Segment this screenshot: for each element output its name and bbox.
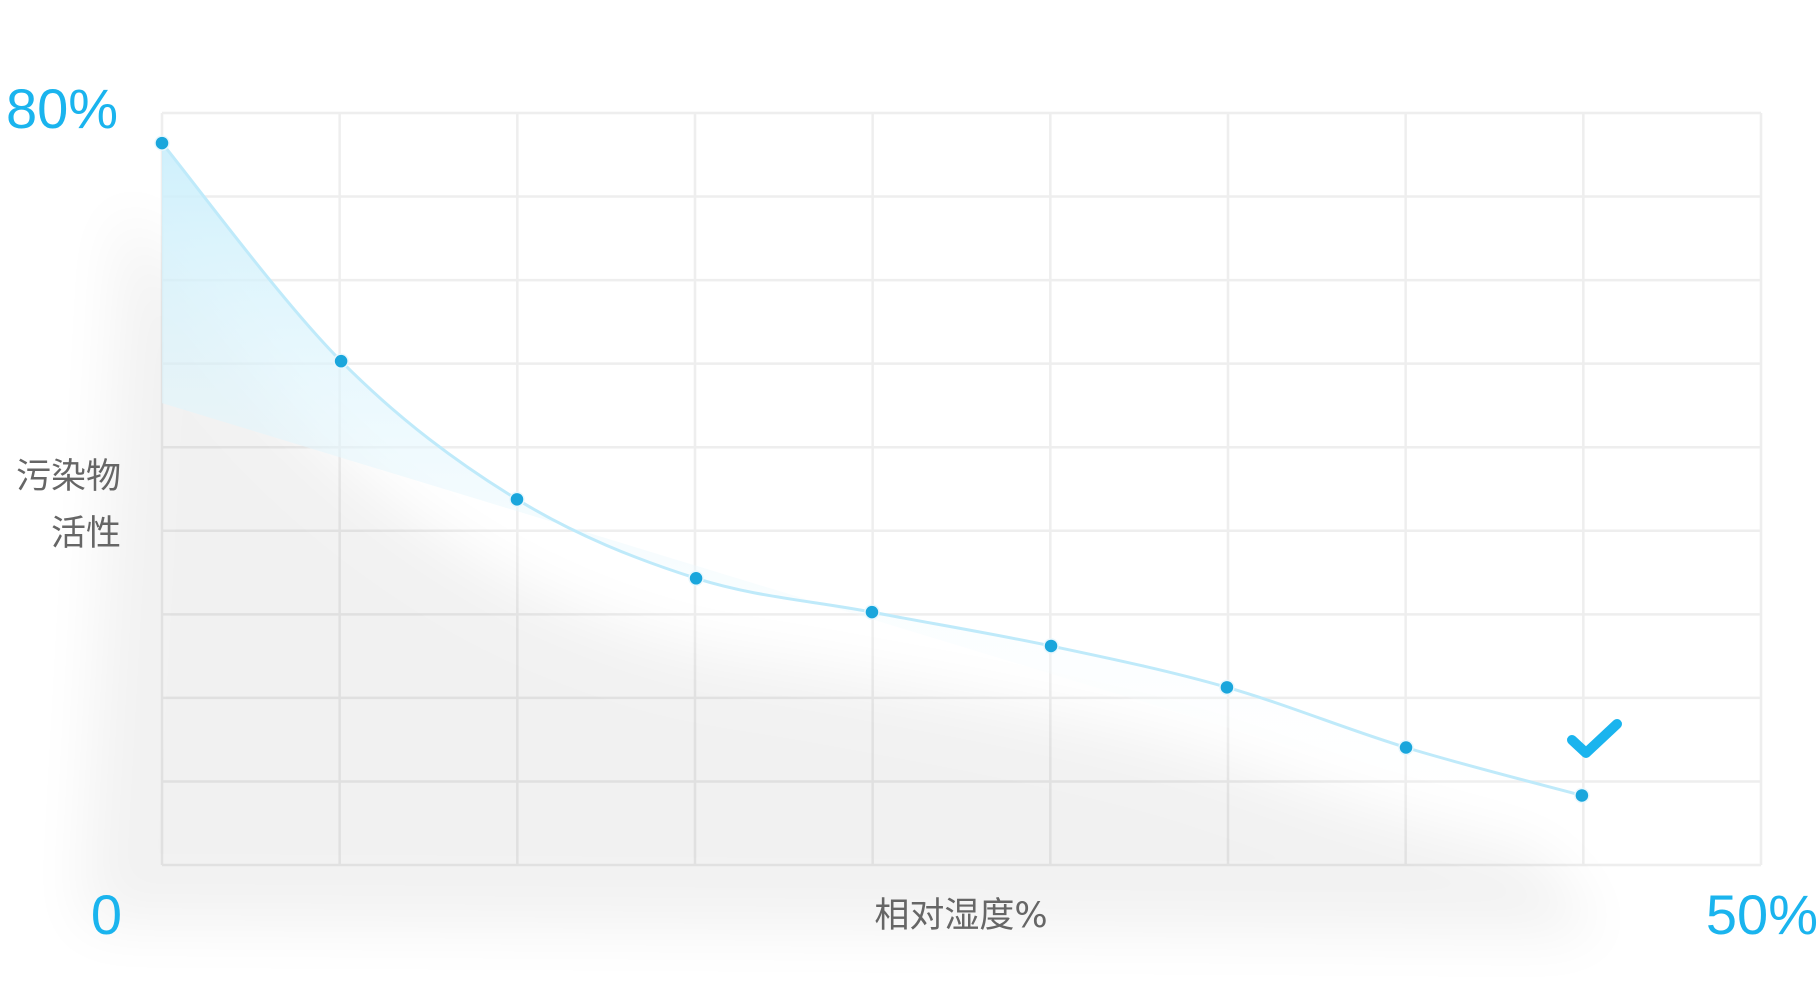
x-tick-label: 0 [91, 883, 122, 946]
point [1398, 739, 1414, 756]
check-icon [1567, 719, 1622, 758]
point [864, 604, 880, 620]
x-axis-title: 相对湿度% [874, 896, 1047, 936]
area-fill [162, 143, 1582, 836]
plot-area [82, 135, 1602, 936]
point [688, 570, 704, 587]
y-axis-title: 活性 [51, 514, 121, 554]
line [160, 142, 1583, 797]
point [1574, 787, 1590, 804]
point [154, 135, 170, 151]
point [1043, 638, 1059, 654]
y-axis-title: 污染物 [16, 457, 121, 497]
point [509, 491, 525, 508]
point [333, 353, 349, 369]
x-tick-label: 50% [1706, 883, 1818, 946]
area-shadow [82, 203, 1602, 936]
y-tick-label: 80% [6, 77, 118, 140]
point [1219, 679, 1235, 696]
